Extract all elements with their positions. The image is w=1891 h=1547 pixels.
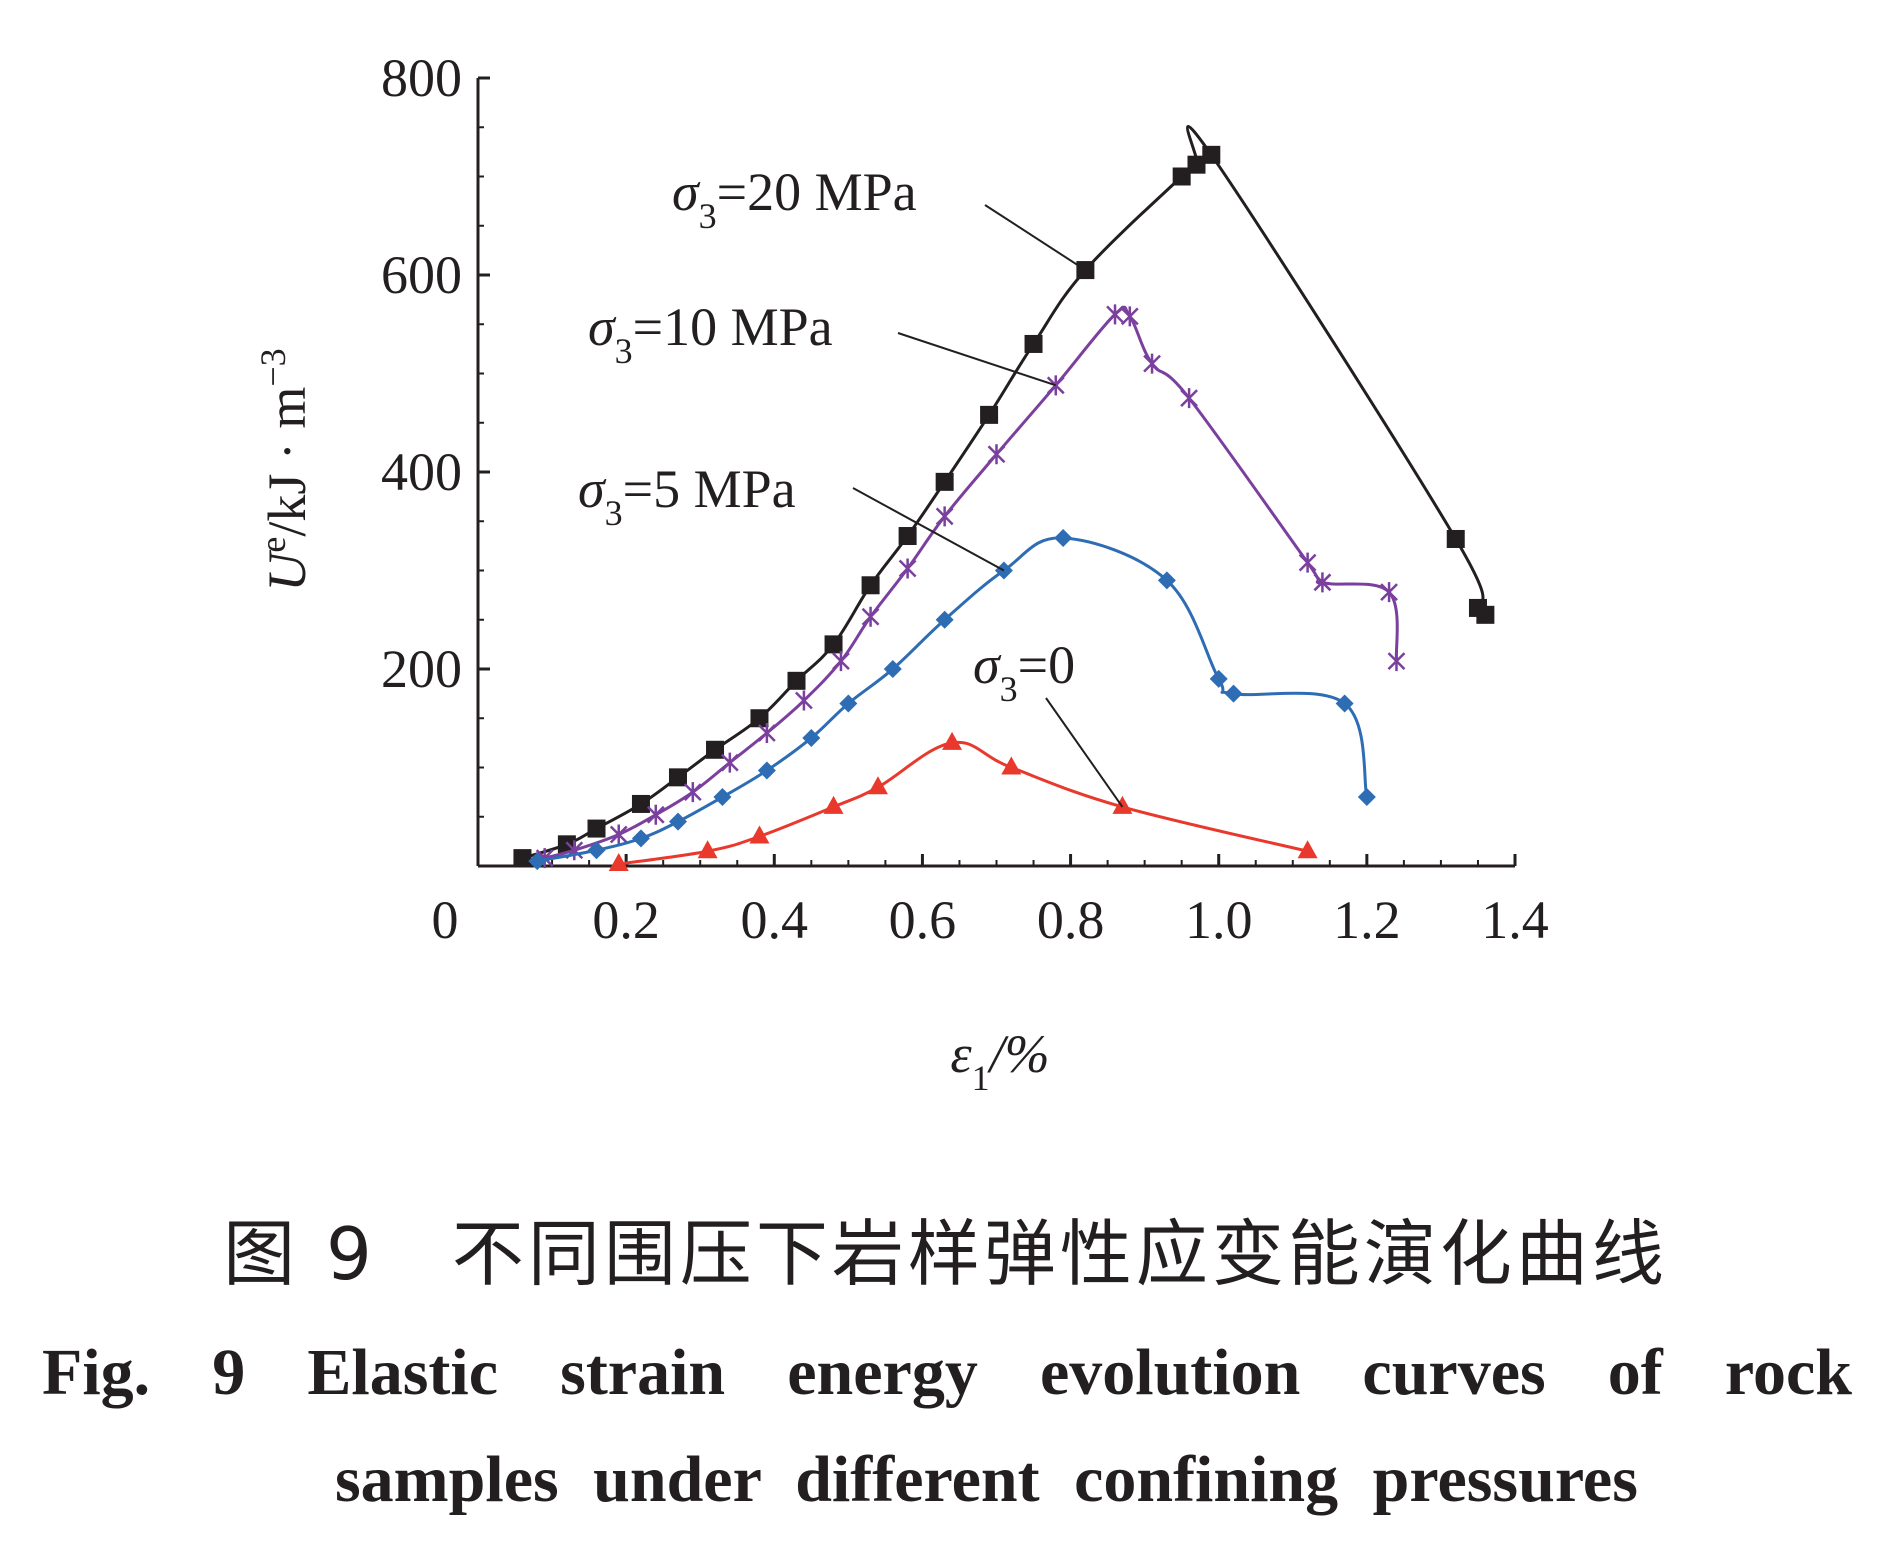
y-tick-label: 400 <box>381 442 462 502</box>
data-point <box>668 768 687 787</box>
series-2 <box>528 528 1376 871</box>
series-3 <box>608 731 1318 872</box>
data-point <box>1120 306 1139 327</box>
data-point <box>1380 582 1398 603</box>
y-tick-label: 200 <box>381 639 462 699</box>
x-tick-label: 0 <box>432 890 459 950</box>
axes: 0 0.2 0.4 0.6 0.8 1.0 1.2 1.4 200 400 600 800 ε1/% Ue… <box>253 48 1549 1098</box>
series-1 <box>535 304 1406 869</box>
data-point <box>935 472 954 491</box>
x-tick-label: 0.8 <box>1037 890 1105 950</box>
y-axis-title: Ue/kJ · m−3 <box>253 348 317 591</box>
series-layer <box>513 125 1495 872</box>
data-point <box>823 795 844 814</box>
data-point <box>757 761 776 780</box>
data-point <box>861 576 880 595</box>
data-point <box>697 840 718 859</box>
series-label: σ3=10 MPa <box>588 297 833 371</box>
data-point <box>1106 304 1124 325</box>
series-label-leader <box>852 487 1005 572</box>
data-point <box>1335 694 1354 713</box>
data-point <box>935 506 954 527</box>
data-point <box>609 824 628 845</box>
series-label-leader <box>984 204 1086 271</box>
data-point <box>1387 651 1406 672</box>
data-point <box>1143 353 1161 374</box>
series-label: σ3=0 <box>973 635 1075 709</box>
x-tick-label: 1.2 <box>1333 890 1401 950</box>
data-point <box>935 610 954 629</box>
data-point <box>668 812 687 831</box>
data-point <box>646 804 665 825</box>
figure-caption-english-line1: Fig. 9 Elastic strain energy evolution c… <box>42 1336 1852 1409</box>
data-point <box>587 819 606 838</box>
data-point <box>713 788 732 807</box>
data-point <box>839 694 858 713</box>
data-point <box>608 853 629 872</box>
y-tick-label: 800 <box>381 48 462 108</box>
data-point <box>631 829 650 848</box>
data-point <box>1446 529 1465 548</box>
data-point <box>1202 145 1221 164</box>
x-tick-label: 0.4 <box>741 890 809 950</box>
data-point <box>587 841 606 860</box>
figure-caption-chinese: 图 9 不同围压下岩样弹性应变能演化曲线 <box>223 1212 1668 1296</box>
data-point <box>749 825 770 844</box>
data-point <box>1224 684 1243 703</box>
data-point <box>1187 155 1206 174</box>
data-point <box>1180 388 1198 409</box>
data-point <box>861 606 880 627</box>
series-label: σ3=20 MPa <box>672 162 917 236</box>
data-point <box>883 660 902 678</box>
data-point <box>1001 756 1022 775</box>
data-point <box>631 794 650 813</box>
x-tick-label: 0.2 <box>592 890 660 950</box>
data-point <box>1357 788 1376 807</box>
data-point <box>1209 669 1228 688</box>
data-point <box>750 709 769 728</box>
data-point <box>1313 572 1332 593</box>
figure-caption-english-line2: samples under different confining pressu… <box>335 1443 1638 1516</box>
data-point <box>528 852 547 871</box>
y-tick-label: 600 <box>381 245 462 305</box>
data-point <box>513 849 532 868</box>
data-point <box>898 527 917 546</box>
x-axis-title: ε1/% <box>950 1024 1049 1098</box>
data-point <box>1112 795 1133 814</box>
x-tick-label: 1.4 <box>1481 890 1549 950</box>
data-point <box>980 405 999 424</box>
data-point <box>1297 840 1318 859</box>
data-point <box>1054 528 1073 547</box>
data-point <box>757 723 776 744</box>
x-tick-label: 1.0 <box>1185 890 1253 950</box>
series-label-leader <box>897 332 1057 387</box>
data-point <box>987 444 1006 465</box>
data-point <box>832 651 850 672</box>
data-point <box>898 558 917 579</box>
series-label: σ3=5 MPa <box>578 459 796 533</box>
series-label-leader <box>1045 697 1124 808</box>
data-point <box>795 690 813 711</box>
data-point <box>802 728 821 747</box>
data-point <box>683 782 702 803</box>
data-point <box>1157 571 1176 590</box>
data-point <box>787 671 806 690</box>
data-point <box>706 740 725 759</box>
data-point <box>1024 334 1043 353</box>
labels-layer: σ3=20 MPa σ3=10 MPa σ3=5 MPa σ3=0 <box>578 162 1124 808</box>
data-point <box>1046 375 1065 396</box>
data-point <box>1172 167 1191 186</box>
data-point <box>720 752 739 773</box>
data-point <box>942 731 963 750</box>
data-point <box>1298 552 1317 573</box>
data-point <box>867 776 888 795</box>
data-point <box>1476 605 1495 624</box>
x-tick-label: 0.6 <box>889 890 957 950</box>
data-point <box>824 635 843 654</box>
